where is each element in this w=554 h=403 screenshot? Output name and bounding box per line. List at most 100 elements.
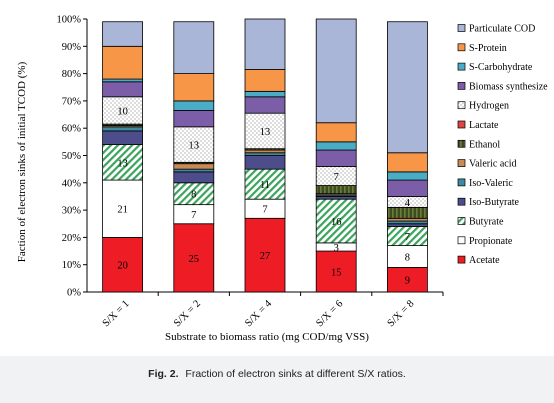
stacked-bar-chart: 0% 10% 20% 30% 40% 50% 60% 70% 80% 90% 100% S/X = 1… bbox=[57, 15, 549, 330]
bar-segment bbox=[102, 96, 143, 125]
bar-segment bbox=[386, 179, 428, 197]
data-label: 9 bbox=[405, 276, 410, 287]
data-label: 27 bbox=[260, 251, 271, 262]
legend-swatch bbox=[457, 236, 466, 245]
data-label: 7 bbox=[191, 210, 196, 221]
legend-label: Valeric acid bbox=[469, 159, 516, 170]
bar-segment bbox=[173, 110, 215, 128]
bar-segment bbox=[244, 18, 286, 70]
legend-label: Particulate COD bbox=[469, 24, 535, 35]
bar-segment bbox=[173, 21, 215, 74]
data-label: 20 bbox=[117, 261, 128, 272]
bar-segment bbox=[386, 223, 428, 227]
bar-segment bbox=[102, 78, 143, 83]
legend-label: Biomass synthesize bbox=[469, 81, 548, 92]
data-label: 10 bbox=[117, 106, 128, 117]
bar-segment bbox=[102, 45, 143, 80]
legend-swatch bbox=[457, 178, 466, 187]
bar-segment bbox=[244, 155, 286, 170]
data-labels: 20 21 13 10 25 7 8 13 27 7 11 13 15 3 16 7 9 8 7 4 bbox=[117, 106, 410, 286]
data-label: 7 bbox=[262, 205, 267, 216]
x-tick-label: S/X = 6 bbox=[314, 298, 345, 329]
y-tick-label: 70% bbox=[62, 96, 82, 107]
bar-segment bbox=[102, 144, 143, 181]
legend-swatch bbox=[457, 82, 466, 90]
data-label: 13 bbox=[189, 141, 200, 152]
y-axis-label: Faction of electron sinks of initial TCO… bbox=[16, 61, 28, 263]
data-label: 4 bbox=[405, 198, 411, 209]
legend-swatch bbox=[457, 255, 466, 264]
bar-segment bbox=[244, 152, 286, 156]
legend-swatch bbox=[457, 62, 466, 71]
data-label: 15 bbox=[331, 268, 342, 279]
y-tick-label: 80% bbox=[62, 69, 82, 80]
bar-segment bbox=[244, 149, 286, 154]
data-label: 7 bbox=[405, 232, 410, 243]
data-label: 7 bbox=[334, 172, 339, 183]
bar-segment bbox=[102, 130, 143, 145]
bar-segment bbox=[315, 18, 357, 124]
y-tick-label: 60% bbox=[62, 124, 82, 135]
x-axis-label: Substrate to biomass ratio (mg COD/mg VS… bbox=[165, 331, 369, 343]
bar-segment bbox=[315, 250, 357, 293]
bar-segment bbox=[315, 149, 357, 167]
bar-segment bbox=[173, 223, 215, 293]
data-label: 8 bbox=[191, 190, 196, 201]
data-label: 11 bbox=[260, 180, 270, 191]
bar-segment bbox=[102, 81, 143, 98]
y-tick-label: 30% bbox=[62, 206, 82, 217]
bar-segment bbox=[386, 152, 428, 173]
legend-swatch bbox=[457, 159, 466, 167]
y-tick-label: 90% bbox=[62, 42, 82, 53]
caption-text: Fraction of electron sinks at different … bbox=[185, 368, 406, 380]
y-tick-label: 40% bbox=[62, 178, 82, 189]
bar-segment bbox=[386, 267, 428, 293]
bar-segment bbox=[173, 73, 215, 102]
bar-segment bbox=[173, 126, 215, 163]
x-tick-label: S/X = 4 bbox=[243, 298, 274, 329]
data-label: 13 bbox=[260, 127, 271, 138]
legend-swatch bbox=[457, 139, 466, 148]
caption-background bbox=[0, 356, 554, 403]
x-tick-label: S/X = 2 bbox=[172, 298, 203, 329]
y-tick-label: 50% bbox=[62, 151, 82, 162]
legend-swatch bbox=[457, 43, 466, 52]
bar-segment bbox=[244, 168, 286, 200]
legend-label: Iso-Butyrate bbox=[469, 197, 520, 208]
bar-segment bbox=[244, 69, 286, 92]
data-label: 8 bbox=[405, 253, 410, 264]
bar-segment bbox=[173, 100, 215, 111]
legend-swatch bbox=[457, 101, 466, 110]
bar-segment bbox=[386, 217, 428, 222]
data-label: 13 bbox=[117, 158, 128, 169]
bar-segment bbox=[173, 168, 215, 173]
legend-label: Propionate bbox=[469, 236, 513, 247]
bar-segment bbox=[244, 217, 286, 293]
bar-segment bbox=[102, 236, 143, 293]
legend: Particulate COD S-Protein S-Carbohydrate Bi… bbox=[457, 24, 548, 266]
bars bbox=[102, 18, 428, 293]
legend-label: Acetate bbox=[469, 255, 500, 266]
y-tick-label: 100% bbox=[57, 15, 82, 26]
x-tick-label: S/X = 1 bbox=[101, 298, 132, 329]
bar-segment bbox=[244, 112, 286, 150]
legend-label: Hydrogen bbox=[469, 101, 509, 112]
y-tick-label: 0% bbox=[67, 288, 81, 299]
legend-swatch bbox=[457, 217, 466, 225]
bar-segment bbox=[315, 185, 357, 195]
legend-label: S-Carbohydrate bbox=[469, 62, 533, 73]
bar-segment bbox=[315, 141, 357, 151]
data-label: 25 bbox=[189, 254, 200, 265]
bar-segment bbox=[386, 21, 428, 154]
bar-segment bbox=[315, 198, 357, 244]
legend-label: S-Protein bbox=[469, 43, 507, 54]
legend-label: Iso-Valeric bbox=[469, 178, 513, 189]
bar-segment bbox=[102, 126, 143, 132]
y-tick-label: 10% bbox=[62, 260, 82, 271]
bar-segment bbox=[386, 171, 428, 181]
legend-label: Ethanol bbox=[469, 139, 500, 150]
data-label: 21 bbox=[117, 205, 128, 216]
bar-segment bbox=[173, 163, 215, 170]
caption-number: Fig. 2. bbox=[148, 368, 179, 380]
